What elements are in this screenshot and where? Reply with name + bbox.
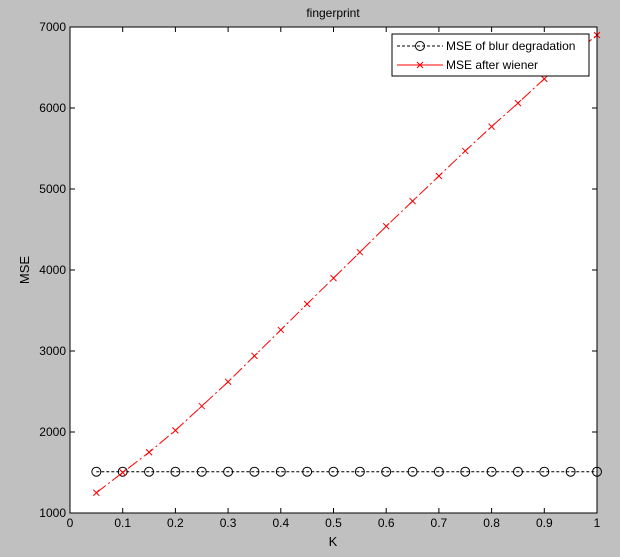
data-point xyxy=(328,466,339,477)
chart-title: fingerprint xyxy=(306,6,360,20)
y-tick-label: 2000 xyxy=(39,425,66,439)
legend: MSE of blur degradation MSE after wiener xyxy=(391,33,590,77)
x-tick-label: 0.4 xyxy=(272,516,289,530)
data-point xyxy=(435,172,443,180)
data-point xyxy=(91,466,102,477)
data-point xyxy=(92,489,100,497)
data-point xyxy=(119,469,127,476)
data-point xyxy=(461,147,469,155)
data-point xyxy=(170,466,181,477)
y-tick-label: 4000 xyxy=(39,263,66,277)
y-axis-label: MSE xyxy=(17,256,32,285)
data-point xyxy=(144,466,155,477)
data-point xyxy=(381,466,392,477)
data-point xyxy=(277,326,285,334)
x-tick-label: 0.9 xyxy=(536,516,553,530)
data-point xyxy=(249,466,260,477)
data-point xyxy=(275,466,286,477)
data-point xyxy=(172,427,179,434)
y-tick-label: 5000 xyxy=(39,182,66,196)
x-axis-label: K xyxy=(329,534,338,549)
data-point xyxy=(540,75,548,83)
legend-label-blur: MSE of blur degradation xyxy=(446,39,575,53)
y-tick-label: 3000 xyxy=(39,344,66,358)
data-point xyxy=(198,402,206,410)
data-point xyxy=(486,466,497,477)
x-tick-label: 0.1 xyxy=(114,516,131,530)
series-line xyxy=(95,34,598,494)
data-point xyxy=(539,466,550,477)
series-after-wiener xyxy=(92,31,601,497)
data-point xyxy=(302,466,313,477)
data-point xyxy=(223,466,234,477)
data-point xyxy=(409,197,416,205)
data-point xyxy=(330,274,337,282)
legend-marker-blur xyxy=(415,41,425,51)
data-point xyxy=(117,466,128,477)
legend-label-wiener: MSE after wiener xyxy=(446,58,538,72)
x-tick-label: 0.8 xyxy=(483,516,500,530)
data-point xyxy=(460,466,471,477)
data-point xyxy=(196,466,207,477)
data-point xyxy=(512,466,523,477)
data-point xyxy=(356,248,364,256)
data-point xyxy=(224,378,232,386)
data-point xyxy=(407,466,418,477)
data-point xyxy=(433,466,444,477)
data-point xyxy=(514,99,522,107)
x-tick-label: 0.2 xyxy=(167,516,184,530)
y-tick-label: 1000 xyxy=(39,506,66,520)
x-tick-label: 0 xyxy=(67,516,74,530)
data-point xyxy=(145,448,153,456)
plot-content xyxy=(91,31,602,497)
axis-ticks: 0 0.1 0.2 0.3 0.4 0.5 0.6 0.7 0.8 0.9 1 1000 2000 300… xyxy=(39,20,600,530)
x-tick-label: 1 xyxy=(594,516,601,530)
data-point xyxy=(488,123,495,130)
x-tick-label: 0.6 xyxy=(378,516,395,530)
series-blur-degradation xyxy=(91,466,602,477)
data-point xyxy=(565,466,576,477)
x-tick-label: 0.3 xyxy=(220,516,237,530)
y-tick-label: 7000 xyxy=(39,20,66,34)
data-point xyxy=(382,222,390,230)
legend-box xyxy=(391,33,590,77)
data-point xyxy=(251,352,258,360)
plot-area xyxy=(70,27,597,513)
x-tick-label: 0.5 xyxy=(325,516,342,530)
data-point xyxy=(303,300,311,308)
y-tick-label: 6000 xyxy=(39,101,66,115)
data-point xyxy=(354,466,365,477)
x-tick-label: 0.7 xyxy=(431,516,448,530)
legend-marker-wiener xyxy=(416,61,424,69)
